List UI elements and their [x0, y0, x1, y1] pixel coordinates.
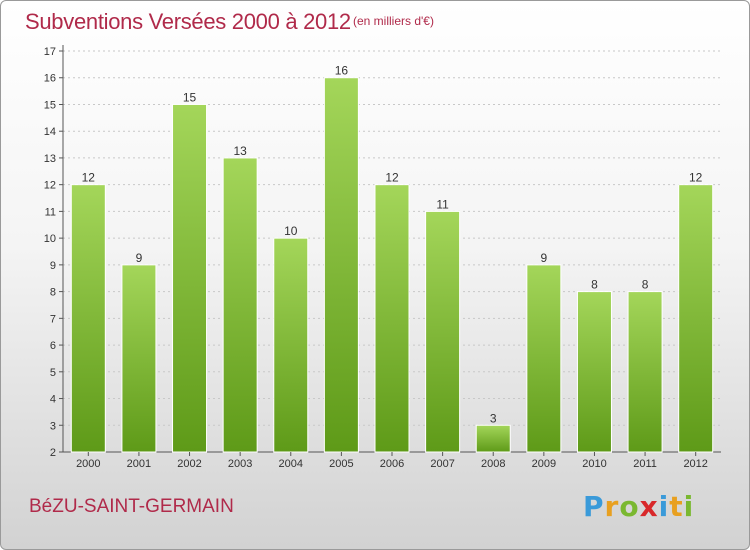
data-label-2008: 3 — [490, 411, 497, 425]
data-labels: 12 9 15 13 10 16 12 11 3 9 8 8 12 — [82, 64, 703, 426]
bar-2007 — [425, 210, 461, 453]
y-tick-label: 11 — [45, 206, 56, 218]
y-tick-label: 3 — [50, 420, 56, 432]
y-tick-label: 8 — [50, 287, 56, 299]
data-label-2007: 11 — [436, 197, 449, 211]
x-tick-label-2008: 2008 — [481, 458, 505, 470]
grid-lines — [59, 50, 721, 453]
x-tick-label-2007: 2007 — [430, 458, 454, 470]
y-tick-labels: 2 3 4 5 6 7 8 9 10 11 12 13 14 15 16 17 — [44, 46, 56, 459]
y-tick-label: 15 — [44, 99, 56, 111]
bars — [70, 77, 714, 453]
logo-letter: r — [604, 490, 620, 523]
bar-2008 — [475, 424, 511, 453]
data-label-2010: 8 — [591, 278, 598, 292]
x-tick-label-2010: 2010 — [582, 458, 606, 470]
x-tick-label-2004: 2004 — [279, 458, 303, 470]
bar-2001 — [121, 264, 157, 453]
bar-2000 — [70, 184, 106, 453]
commune-name: BéZU-SAINT-GERMAIN — [29, 496, 234, 517]
bar-2006 — [374, 184, 410, 453]
y-tick-label: 9 — [50, 260, 56, 272]
bar-2004 — [273, 237, 309, 453]
data-label-2001: 9 — [136, 251, 143, 265]
x-tick-label-2005: 2005 — [329, 458, 353, 470]
logo-letter: i — [658, 490, 670, 523]
y-tick-label: 10 — [44, 233, 56, 245]
y-tick-label: 13 — [44, 153, 56, 165]
bar-2012 — [678, 184, 714, 453]
y-tick-label: 5 — [50, 367, 56, 379]
logo-letter: P — [583, 490, 605, 523]
x-tick-label-2012: 2012 — [683, 458, 707, 470]
bar-2003 — [222, 157, 258, 453]
x-tick-label-2011: 2011 — [633, 458, 657, 470]
data-label-2005: 16 — [335, 64, 349, 78]
data-label-2004: 10 — [284, 224, 298, 238]
x-tick-labels: 2000 2001 2002 2003 2004 2005 2006 2007 2008 2009… — [76, 452, 708, 470]
data-label-2002: 15 — [183, 90, 197, 104]
bar-2002 — [172, 103, 208, 453]
x-tick-label-2000: 2000 — [76, 458, 100, 470]
proxiti-logo: Proxiti — [583, 490, 694, 523]
y-tick-label: 16 — [44, 73, 56, 85]
data-label-2012: 12 — [689, 171, 703, 185]
chart-title: Subventions Versées 2000 à 2012 — [25, 9, 351, 34]
y-tick-label: 2 — [50, 447, 56, 459]
data-label-2009: 9 — [541, 251, 548, 265]
x-tick-label-2002: 2002 — [177, 458, 201, 470]
data-label-2006: 12 — [385, 171, 399, 185]
bar-2010 — [576, 291, 612, 453]
data-label-2011: 8 — [642, 278, 649, 292]
x-tick-label-2003: 2003 — [228, 458, 252, 470]
y-tick-label: 7 — [50, 313, 56, 325]
chart-subtitle: (en milliers d'€) — [353, 14, 434, 28]
data-label-2000: 12 — [82, 171, 96, 185]
x-tick-label-2009: 2009 — [532, 458, 556, 470]
bar-2005 — [323, 77, 359, 453]
y-tick-label: 12 — [44, 180, 56, 192]
logo-letter: x — [639, 490, 659, 523]
x-tick-label-2006: 2006 — [380, 458, 404, 470]
bar-2011 — [627, 291, 663, 453]
y-tick-label: 4 — [50, 394, 56, 406]
y-tick-label: 6 — [50, 340, 56, 352]
y-tick-label: 17 — [44, 46, 56, 58]
logo-letter: o — [619, 490, 640, 523]
logo-letter: i — [683, 490, 695, 523]
data-label-2003: 13 — [233, 144, 247, 158]
x-tick-label-2001: 2001 — [127, 458, 151, 470]
y-tick-label: 14 — [44, 126, 56, 138]
logo-letter: t — [669, 490, 684, 523]
bar-2009 — [526, 264, 562, 453]
